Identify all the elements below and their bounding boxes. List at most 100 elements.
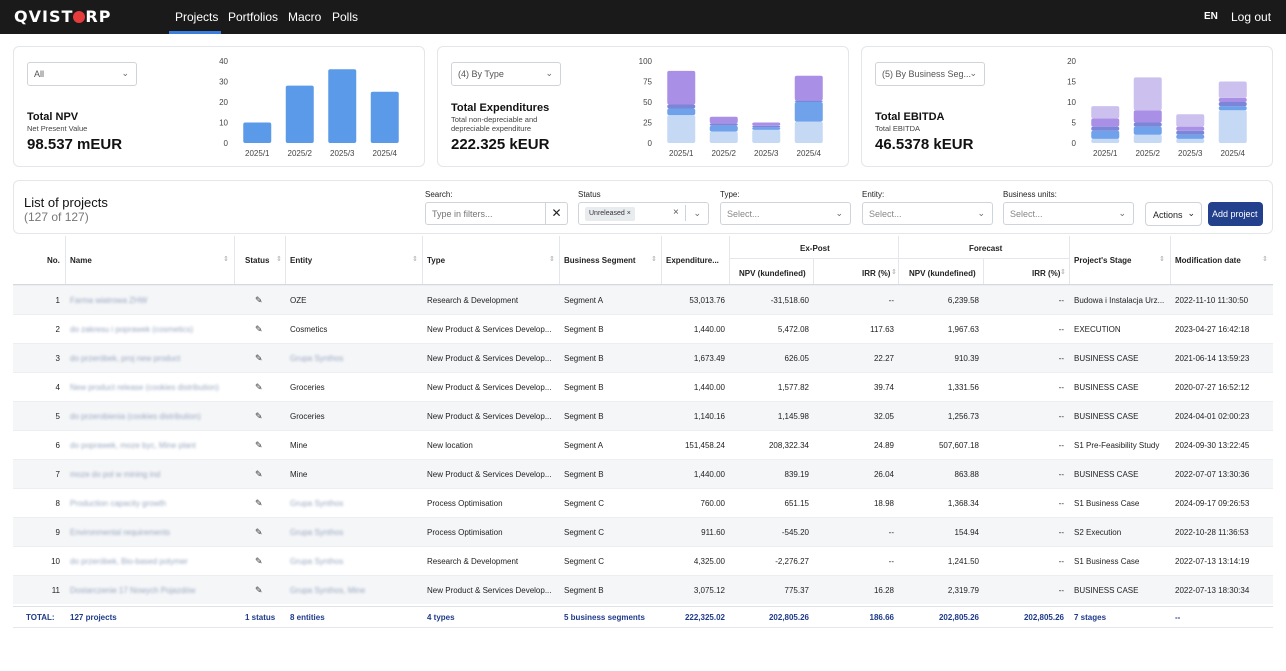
table-row[interactable]: 10 do przeróbek, Bio-based polymer Grupa S…: [13, 546, 1273, 575]
chart-bar[interactable]: [1218, 106, 1247, 111]
cell-name[interactable]: Farma wiatrowa ZHW: [70, 296, 148, 305]
npv-filter-dropdown[interactable]: All ⌄: [27, 62, 137, 86]
table-row[interactable]: 4 New product release (cookies distributi…: [13, 372, 1273, 401]
cell-name[interactable]: do zakresu i poprawek (cosmetics): [70, 325, 194, 334]
chart-bar[interactable]: [1176, 130, 1205, 135]
cell-name[interactable]: Production capacity growth: [70, 499, 167, 508]
chart-bar[interactable]: [1133, 126, 1162, 135]
chart-bar[interactable]: [794, 121, 823, 143]
col-header-expost-npv[interactable]: NPV (kundefined): [739, 269, 806, 278]
chart-bar[interactable]: [752, 125, 781, 128]
col-header-expost-irr[interactable]: IRR (%): [862, 269, 891, 278]
entity-select[interactable]: Select... ⌄: [862, 202, 993, 225]
nav-portfolios[interactable]: Portfolios: [228, 10, 279, 24]
edit-status-icon[interactable]: ✎: [255, 498, 263, 508]
chart-bar[interactable]: [1218, 102, 1247, 107]
nav-macro[interactable]: Macro: [288, 10, 322, 24]
table-row[interactable]: 5 do przerobienia (cookies distribution) G…: [13, 401, 1273, 430]
col-header-stage[interactable]: Project's Stage: [1074, 256, 1132, 265]
chart-bar[interactable]: [1218, 110, 1247, 143]
edit-status-icon[interactable]: ✎: [255, 382, 263, 392]
col-header-status[interactable]: Status: [245, 256, 270, 265]
search-input[interactable]: [426, 203, 544, 224]
chart-bar[interactable]: [667, 70, 696, 105]
chart-bar[interactable]: [1091, 130, 1120, 139]
business-units-select[interactable]: Select... ⌄: [1003, 202, 1134, 225]
sort-icon[interactable]: ⇕: [891, 269, 897, 276]
chart-bar[interactable]: [328, 69, 357, 143]
chart-bar[interactable]: [1176, 138, 1205, 143]
chart-bar[interactable]: [709, 123, 738, 126]
table-row[interactable]: 6 do poprawek, moze byc, Mine plant Mine Ne…: [13, 430, 1273, 459]
chart-bar[interactable]: [667, 115, 696, 143]
edit-status-icon[interactable]: ✎: [255, 527, 263, 537]
chart-bar[interactable]: [1218, 97, 1247, 102]
col-header-modification-date[interactable]: Modification date: [1175, 256, 1241, 265]
chart-bar[interactable]: [1176, 126, 1205, 131]
cell-name[interactable]: New product release (cookies distributio…: [70, 383, 219, 392]
edit-status-icon[interactable]: ✎: [255, 295, 263, 305]
ebitda-segment-dropdown[interactable]: (5) By Business Seg... ⌄: [875, 62, 985, 86]
table-row[interactable]: 1 Farma wiatrowa ZHW OZE Research & Develop…: [13, 285, 1273, 314]
edit-status-icon[interactable]: ✎: [255, 440, 263, 450]
chart-bar[interactable]: [1133, 110, 1162, 123]
nav-projects[interactable]: Projects: [175, 10, 219, 24]
edit-status-icon[interactable]: ✎: [255, 353, 263, 363]
chart-bar[interactable]: [1091, 118, 1120, 127]
chart-bar[interactable]: [1091, 106, 1120, 119]
chart-bar[interactable]: [709, 131, 738, 143]
cell-name[interactable]: do przeróbek, proj new product: [70, 354, 181, 363]
sort-icon[interactable]: ⇕: [651, 256, 657, 263]
clear-search-icon[interactable]: ✕: [545, 203, 567, 224]
chart-bar[interactable]: [1176, 114, 1205, 127]
clear-status-icon[interactable]: ×: [673, 207, 679, 218]
sort-icon[interactable]: ⇕: [276, 256, 282, 263]
table-row[interactable]: 8 Production capacity growth Grupa Synthos…: [13, 488, 1273, 517]
col-header-expenditure[interactable]: Expenditure...: [666, 256, 719, 265]
chart-bar[interactable]: [1218, 81, 1247, 98]
col-header-forecast-irr[interactable]: IRR (%): [1032, 269, 1061, 278]
chart-bar[interactable]: [667, 104, 696, 109]
cell-name[interactable]: moze do pol w mining ind: [70, 470, 161, 479]
sort-icon[interactable]: ⇕: [549, 256, 555, 263]
sort-icon[interactable]: ⇕: [223, 256, 229, 263]
chart-bar[interactable]: [752, 122, 781, 126]
brand-logo[interactable]: QVIST RP: [14, 7, 112, 26]
chart-bar[interactable]: [1133, 77, 1162, 111]
col-header-no[interactable]: No.: [47, 256, 60, 265]
table-row[interactable]: 7 moze do pol w mining ind Mine New Product…: [13, 459, 1273, 488]
cell-name[interactable]: do poprawek, moze byc, Mine plant: [70, 441, 196, 450]
chart-bar[interactable]: [1133, 134, 1162, 143]
chart-bar[interactable]: [752, 127, 781, 130]
type-select[interactable]: Select... ⌄: [720, 202, 851, 225]
logout-link[interactable]: Log out: [1231, 10, 1272, 24]
add-project-button[interactable]: Add project: [1208, 202, 1263, 226]
chart-bar[interactable]: [1091, 126, 1120, 131]
edit-status-icon[interactable]: ✎: [255, 556, 263, 566]
col-header-entity[interactable]: Entity: [290, 256, 313, 265]
chart-bar[interactable]: [370, 91, 399, 143]
col-header-type[interactable]: Type: [427, 256, 446, 265]
edit-status-icon[interactable]: ✎: [255, 469, 263, 479]
chart-bar[interactable]: [709, 125, 738, 132]
cell-name[interactable]: do przerobienia (cookies distribution): [70, 412, 201, 421]
edit-status-icon[interactable]: ✎: [255, 411, 263, 421]
col-header-segment[interactable]: Business Segment: [564, 256, 636, 265]
table-row[interactable]: 2 do zakresu i poprawek (cosmetics) Cosmet…: [13, 314, 1273, 343]
table-row[interactable]: 11 Dostarczenie 17 Nowych Pojazdów Grupa S…: [13, 575, 1273, 604]
chart-bar[interactable]: [1133, 122, 1162, 127]
cell-name[interactable]: Dostarczenie 17 Nowych Pojazdów: [70, 586, 196, 595]
chart-bar[interactable]: [1091, 138, 1120, 143]
actions-button[interactable]: Actions ⌄: [1145, 202, 1202, 226]
chart-bar[interactable]: [709, 116, 738, 124]
chip-remove-icon[interactable]: ×: [626, 210, 631, 217]
chart-bar[interactable]: [752, 129, 781, 143]
chart-bar[interactable]: [243, 122, 272, 144]
expenditure-type-dropdown[interactable]: (4) By Type ⌄: [451, 62, 561, 86]
chart-bar[interactable]: [794, 102, 823, 122]
sort-icon[interactable]: ⇕: [1060, 269, 1066, 276]
language-switch[interactable]: EN: [1204, 11, 1218, 22]
nav-polls[interactable]: Polls: [332, 10, 359, 24]
edit-status-icon[interactable]: ✎: [255, 324, 263, 334]
col-header-forecast-npv[interactable]: NPV (kundefined): [909, 269, 976, 278]
